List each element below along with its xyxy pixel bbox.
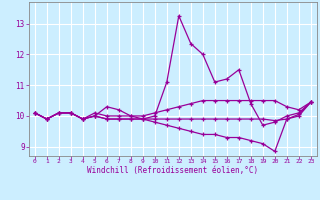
X-axis label: Windchill (Refroidissement éolien,°C): Windchill (Refroidissement éolien,°C) [87, 166, 258, 175]
